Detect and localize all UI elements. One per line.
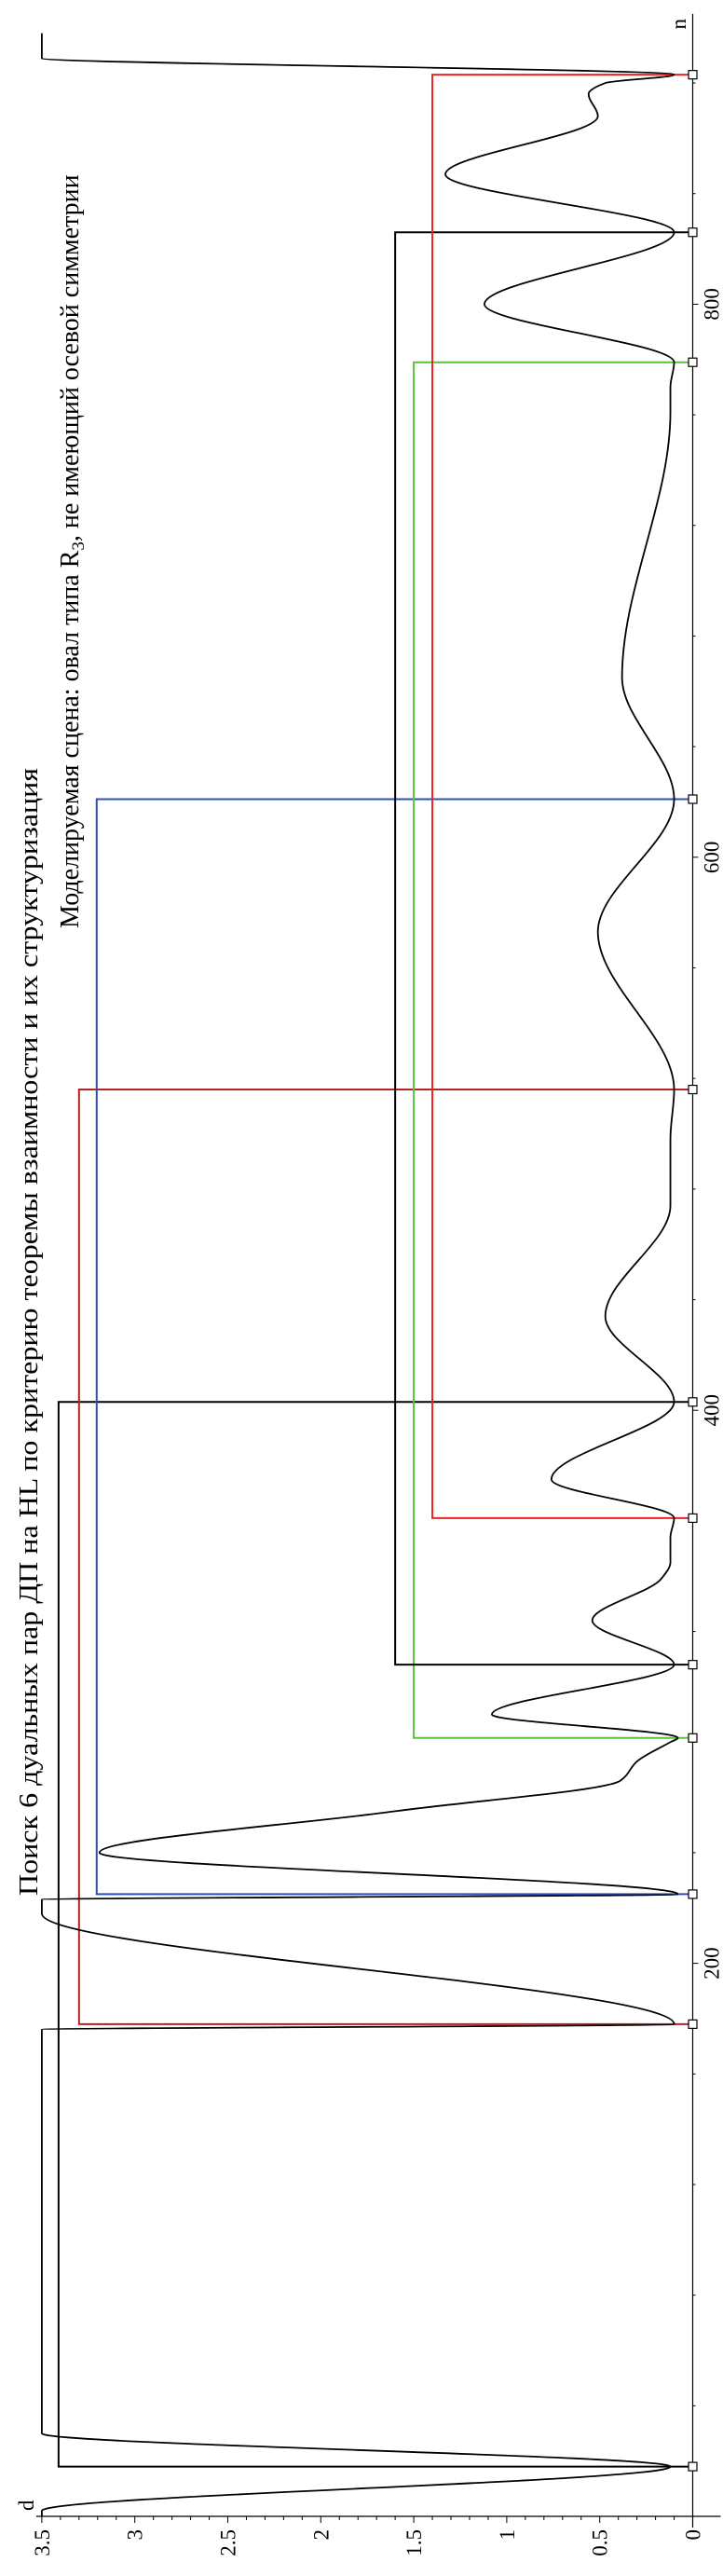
point-marker [688, 794, 698, 804]
dual-pair-brackets [57, 74, 693, 2468]
y-tick-label: 0 [682, 2529, 705, 2541]
chart-subtitle: Моделируемая сцена: овал типа R3, не име… [56, 174, 89, 928]
x-tick-label: 400 [701, 1394, 723, 1427]
x-tick-label: 200 [701, 1947, 723, 1980]
y-tick-label: 1.5 [402, 2529, 426, 2556]
point-marker [688, 70, 698, 80]
x-tick-label: 800 [701, 288, 723, 321]
y-tick-label: 0.5 [589, 2529, 612, 2556]
y-axis-label: d [15, 2500, 38, 2511]
point-marker [688, 1660, 698, 1670]
dual-pair-bracket [413, 361, 693, 1739]
point-marker [688, 357, 698, 367]
distance-curve [40, 33, 679, 2516]
dual-pair-bracket [57, 1401, 693, 2468]
y-tick-label: 2 [309, 2529, 333, 2541]
subtitle-part: , не имеющий осевой симметрии [56, 174, 85, 541]
y-tick-label: 1 [496, 2529, 519, 2541]
dual-pair-bracket [431, 74, 693, 1519]
point-marker [688, 1733, 698, 1743]
point-marker [688, 1889, 698, 1899]
point-marker [688, 227, 698, 238]
y-tick-label: 2.5 [217, 2529, 240, 2556]
point-marker [688, 1397, 698, 1407]
point-markers [688, 70, 698, 2472]
subtitle-part: Моделируемая сцена: овал типа R [56, 550, 85, 928]
axes: 200 400 600 800 0 0.5 1 1.5 2 2.5 3 3.5 [31, 13, 723, 2556]
y-tick-label: 3.5 [31, 2529, 54, 2556]
dual-pair-bracket [77, 1089, 693, 2025]
point-marker [688, 2461, 698, 2472]
x-tick-label: 600 [701, 842, 723, 874]
subtitle-subscript: 3 [69, 541, 89, 551]
y-tick-label: 3 [124, 2529, 147, 2541]
x-axis-label: n [667, 19, 690, 30]
chart-title: Поиск 6 дуальных пар ДП на HL по критери… [15, 768, 44, 1896]
dual-pair-bracket [394, 231, 693, 1666]
point-marker [688, 2019, 698, 2029]
point-marker [688, 1084, 698, 1095]
point-marker [688, 1513, 698, 1524]
